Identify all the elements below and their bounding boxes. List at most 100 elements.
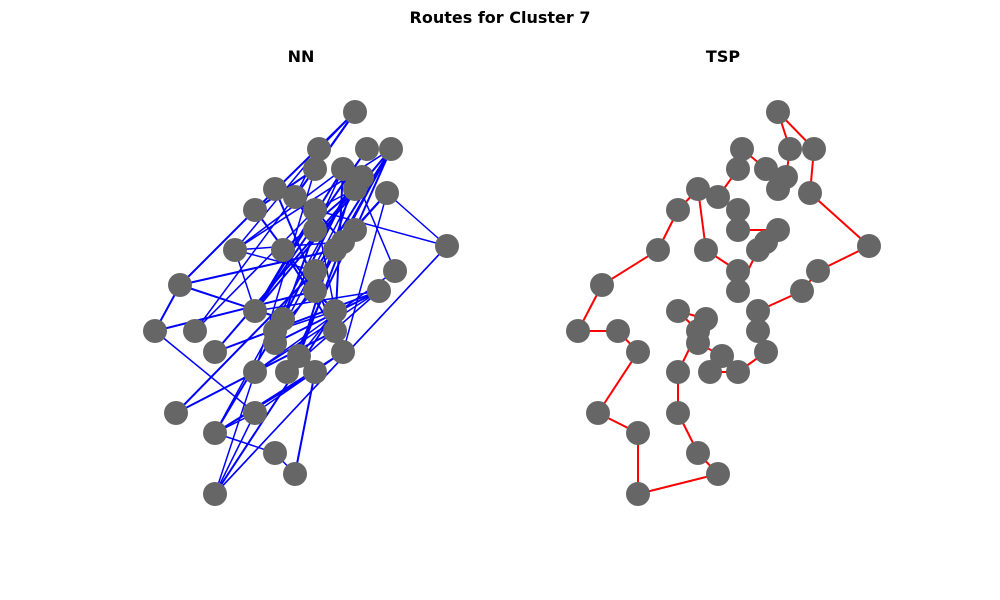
nn-route-edge	[154, 330, 256, 414]
nn-node	[183, 319, 207, 343]
nn-node	[343, 100, 367, 124]
tsp-node	[626, 482, 650, 506]
tsp-node	[726, 157, 750, 181]
tsp-nodes	[566, 100, 881, 506]
nn-node	[243, 299, 267, 323]
panel-title-tsp: TSP	[705, 47, 741, 66]
tsp-node	[754, 340, 778, 364]
nn-node	[323, 299, 347, 323]
nn-route-edge	[214, 371, 256, 495]
tsp-node	[726, 259, 750, 283]
nn-route-edge	[234, 249, 316, 272]
panel-title-nn: NN	[287, 47, 315, 66]
nn-route-edge	[214, 412, 256, 495]
nn-node	[143, 319, 167, 343]
tsp-route-edge	[637, 473, 719, 495]
nn-node	[271, 238, 295, 262]
tsp-node	[706, 185, 730, 209]
tsp-node	[566, 319, 590, 343]
nn-node	[243, 401, 267, 425]
tsp-node	[646, 238, 670, 262]
tsp-node	[686, 319, 710, 343]
nn-nodes	[143, 100, 459, 506]
nn-route-edge	[254, 290, 380, 373]
tsp-node	[790, 279, 814, 303]
nn-route-edge	[234, 168, 344, 251]
tsp-node	[666, 198, 690, 222]
nn-node	[263, 177, 287, 201]
tsp-node	[726, 218, 750, 242]
tsp-node	[694, 238, 718, 262]
tsp-node	[774, 165, 798, 189]
tsp-route-edge	[597, 351, 639, 414]
tsp-node	[746, 319, 770, 343]
nn-node	[164, 401, 188, 425]
tsp-node	[686, 441, 710, 465]
nn-node	[379, 137, 403, 161]
nn-node	[283, 462, 307, 486]
nn-panel	[143, 100, 459, 506]
tsp-node	[778, 137, 802, 161]
nn-route-edge	[214, 245, 448, 495]
tsp-node	[606, 319, 630, 343]
tsp-node	[626, 340, 650, 364]
tsp-node	[590, 273, 614, 297]
tsp-edges	[577, 111, 870, 495]
tsp-node	[857, 234, 881, 258]
tsp-node	[706, 462, 730, 486]
nn-node	[283, 185, 307, 209]
nn-node	[303, 360, 327, 384]
tsp-node	[666, 360, 690, 384]
tsp-node	[626, 421, 650, 445]
tsp-node	[666, 401, 690, 425]
tsp-route-edge	[809, 192, 870, 247]
nn-node	[307, 137, 331, 161]
nn-node	[303, 279, 327, 303]
nn-edges	[154, 111, 448, 495]
tsp-node	[746, 299, 770, 323]
nn-route-edge	[179, 209, 256, 286]
tsp-node	[730, 137, 754, 161]
nn-node	[331, 340, 355, 364]
tsp-node	[726, 198, 750, 222]
nn-route-edge	[294, 371, 316, 475]
nn-node	[203, 340, 227, 364]
nn-route-edge	[386, 192, 448, 247]
nn-node	[203, 482, 227, 506]
figure-title: Routes for Cluster 7	[409, 8, 591, 27]
tsp-node	[726, 360, 750, 384]
nn-route-edge	[354, 148, 392, 231]
nn-node	[263, 441, 287, 465]
tsp-node	[802, 137, 826, 161]
nn-route-edge	[214, 290, 380, 353]
tsp-panel	[566, 100, 881, 506]
nn-node	[303, 218, 327, 242]
tsp-node	[710, 344, 734, 368]
nn-route-edge	[214, 310, 336, 495]
nn-node	[263, 331, 287, 355]
nn-node	[243, 360, 267, 384]
nn-node	[168, 273, 192, 297]
nn-node	[367, 279, 391, 303]
tsp-node	[798, 181, 822, 205]
nn-node	[323, 319, 347, 343]
nn-node	[331, 157, 355, 181]
nn-node	[435, 234, 459, 258]
nn-node	[303, 157, 327, 181]
nn-node	[275, 360, 299, 384]
nn-node	[243, 198, 267, 222]
nn-node	[223, 238, 247, 262]
nn-node	[303, 198, 327, 222]
nn-node	[303, 259, 327, 283]
nn-node	[375, 181, 399, 205]
nn-route-edge	[254, 168, 344, 312]
nn-node	[203, 421, 227, 445]
tsp-node	[754, 157, 778, 181]
nn-node	[383, 259, 407, 283]
tsp-node	[766, 218, 790, 242]
tsp-node	[726, 279, 750, 303]
nn-node	[355, 137, 379, 161]
tsp-node	[766, 100, 790, 124]
tsp-node	[806, 259, 830, 283]
